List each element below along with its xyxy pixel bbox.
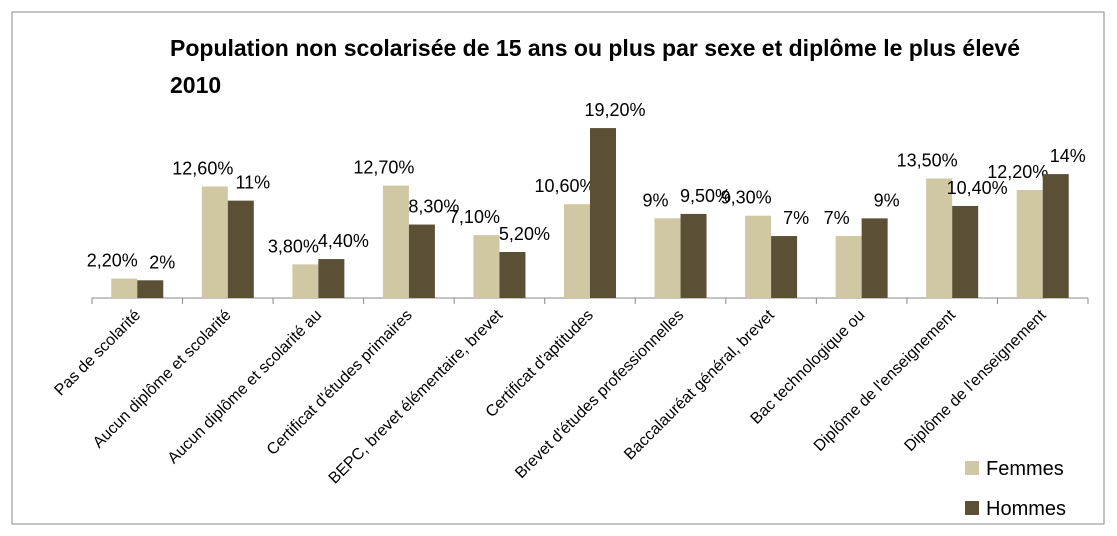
x-tick-label: Diplôme de l'enseignement: [901, 306, 1050, 455]
value-label: 7%: [824, 208, 850, 228]
bar: [564, 204, 590, 298]
bar: [926, 178, 953, 298]
value-label: 8,30%: [408, 197, 459, 217]
value-label: 9%: [874, 190, 900, 210]
value-label: 10,60%: [534, 176, 595, 196]
value-label: 12,70%: [353, 158, 414, 178]
bar: [137, 280, 164, 298]
value-label: 13,50%: [897, 151, 958, 171]
bar: [227, 200, 254, 298]
bar: [1016, 190, 1043, 298]
value-label: 7,10%: [449, 207, 500, 227]
x-tick-label: Certificat d'études primaires: [264, 307, 416, 459]
bar: [590, 128, 616, 298]
value-label: 10,40%: [947, 178, 1008, 198]
bar: [499, 251, 526, 298]
value-label: 4,40%: [318, 231, 369, 251]
bar: [861, 218, 888, 298]
value-label: 5,20%: [499, 224, 550, 244]
legend-label: Femmes: [986, 458, 1064, 480]
legend-label: Hommes: [986, 498, 1066, 520]
bar: [318, 259, 345, 298]
bar: [382, 185, 409, 298]
legend-swatch: [965, 501, 979, 515]
x-tick-label: Brevet d'études professionnelles: [512, 307, 687, 482]
value-label: 3,80%: [268, 236, 319, 256]
bar: [654, 218, 681, 298]
value-label: 7%: [783, 208, 809, 228]
x-tick-label: Diplôme de l'enseignement: [811, 306, 960, 455]
chart-border: [11, 11, 1105, 525]
bar: [952, 205, 979, 298]
value-label: 9%: [643, 190, 669, 210]
value-label: 12,20%: [987, 162, 1048, 182]
value-label: 9,50%: [680, 186, 731, 206]
bar: [1042, 174, 1069, 298]
x-tick-label: Aucun diplôme et scolarité au: [165, 307, 325, 467]
value-label: 12,60%: [172, 158, 233, 178]
bar: [473, 235, 500, 298]
x-tick-label: Pas de scolarité: [52, 307, 145, 400]
value-label: 14%: [1050, 146, 1086, 166]
x-tick-label: Baccalauréat général, brevet: [621, 306, 778, 463]
value-label: 11%: [235, 173, 270, 193]
value-label: 2,20%: [87, 251, 138, 271]
bar: [111, 278, 138, 298]
legend-swatch: [965, 461, 979, 475]
value-label: 19,20%: [584, 100, 645, 120]
bar: [835, 236, 862, 298]
value-label: 9,30%: [721, 188, 772, 208]
value-label: 2%: [149, 252, 175, 272]
bar: [771, 236, 798, 298]
bar: [201, 186, 228, 298]
bar: [745, 215, 772, 298]
bar: [292, 264, 319, 298]
x-tick-label: BEPC, brevet élémentaire, brevet: [326, 306, 507, 487]
bar: [680, 213, 707, 298]
bar: [408, 224, 435, 298]
chart-title: Population non scolarisée de 15 ans ou p…: [170, 35, 1020, 98]
